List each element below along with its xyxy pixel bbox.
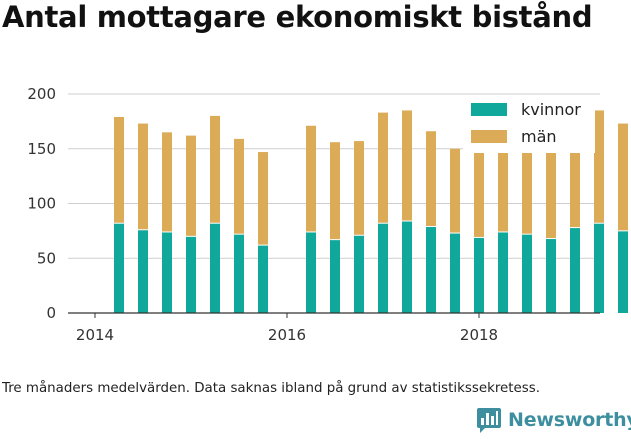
gridlines: 0 50 100 150 200 (27, 85, 600, 322)
y-tick-label: 50 (37, 249, 56, 267)
newsworthy-logo-icon (477, 408, 501, 433)
bar-kvinnor (138, 229, 148, 313)
bar-kvinnor (114, 223, 124, 313)
legend-label-man: män (521, 127, 557, 146)
brand-logo: Newsworthy (476, 407, 631, 433)
legend: kvinnor män (463, 95, 595, 153)
bar-man (498, 131, 508, 232)
bar-man (546, 149, 556, 239)
bar-kvinnor (234, 234, 244, 313)
bar-man (378, 112, 388, 224)
bar-man (330, 142, 340, 240)
bar-man (594, 110, 604, 224)
bar-man (474, 149, 484, 238)
bar-man (426, 131, 436, 227)
bar-kvinnor (618, 230, 628, 313)
bar-kvinnor (186, 236, 196, 313)
bar-man (522, 137, 532, 235)
bar-kvinnor (210, 223, 220, 313)
bar-kvinnor (402, 221, 412, 313)
x-tick-label: 2014 (76, 326, 114, 344)
bar-man (234, 138, 244, 235)
y-tick-label: 150 (27, 140, 56, 158)
bar-kvinnor (354, 235, 364, 313)
bar-kvinnor (570, 227, 580, 313)
x-tick-label: 2016 (268, 326, 306, 344)
bar-kvinnor (474, 237, 484, 313)
bar-kvinnor (546, 238, 556, 313)
bar-kvinnor (258, 245, 268, 313)
bar-kvinnor (594, 223, 604, 313)
bar-man (354, 141, 364, 236)
bar-man (258, 152, 268, 246)
footnote: Tre månaders medelvärden. Data saknas ib… (2, 381, 540, 396)
bar-kvinnor (330, 239, 340, 313)
axes: 201420162018202020222024 (68, 312, 600, 344)
legend-swatch-kvinnor (471, 103, 507, 116)
y-tick-label: 200 (27, 85, 56, 103)
bar-man (114, 116, 124, 224)
legend-swatch-man (471, 130, 507, 143)
bar-man (618, 123, 628, 231)
bar-kvinnor (378, 223, 388, 313)
bar-kvinnor (162, 231, 172, 313)
y-tick-label: 0 (46, 304, 56, 322)
bar-kvinnor (426, 226, 436, 313)
brand-name: Newsworthy (508, 409, 631, 431)
bar-man (450, 148, 460, 234)
legend-label-kvinnor: kvinnor (521, 100, 581, 119)
bar-man (306, 125, 316, 232)
bar-man (570, 127, 580, 228)
bar-kvinnor (450, 233, 460, 313)
bar-man (162, 132, 172, 232)
bar-kvinnor (498, 231, 508, 313)
bar-kvinnor (306, 231, 316, 313)
bar-man (402, 110, 412, 222)
bar-man (186, 135, 196, 237)
bars (114, 110, 628, 313)
bar-man (210, 115, 220, 224)
bar-man (138, 123, 148, 230)
bar-kvinnor (522, 234, 532, 313)
x-tick-label: 2018 (460, 326, 498, 344)
y-tick-label: 100 (27, 195, 56, 213)
chart-title: Antal mottagare ekonomiskt bistånd (2, 0, 593, 34)
